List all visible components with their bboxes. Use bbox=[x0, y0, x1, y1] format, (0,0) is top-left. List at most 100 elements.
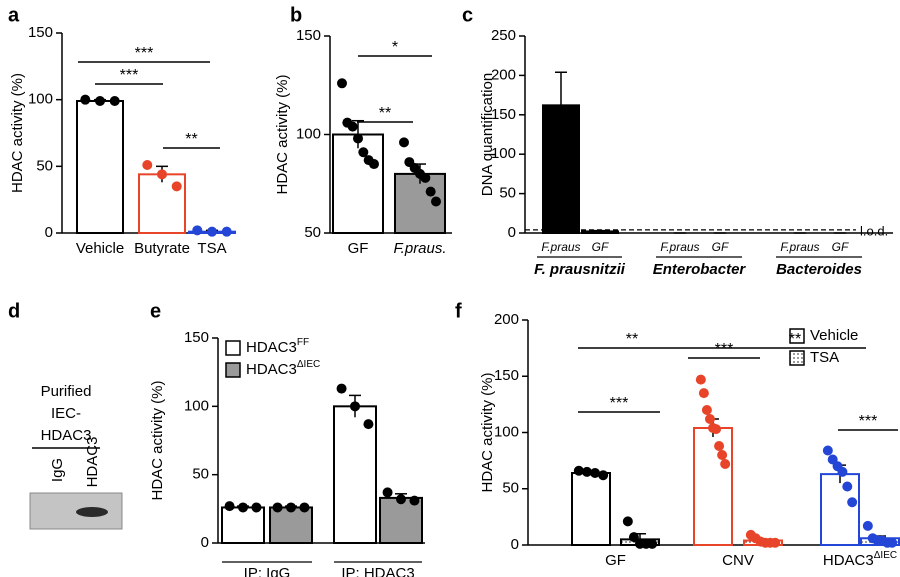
data-point bbox=[822, 445, 833, 456]
panel-letter: c bbox=[462, 4, 473, 26]
legend-swatch bbox=[789, 350, 805, 366]
data-point bbox=[238, 502, 248, 513]
panel-letter: d bbox=[8, 300, 20, 322]
legend-label: HDAC3FF bbox=[246, 337, 309, 356]
y-tick-label: 50 bbox=[499, 185, 516, 202]
x-tick-label: HDAC3ΔIEC bbox=[823, 550, 897, 569]
error-bar bbox=[594, 229, 606, 233]
bar bbox=[76, 100, 124, 234]
legend-swatch bbox=[225, 340, 241, 356]
panel: c DNA quantification 0 50 100 150 200 250 F.prau… bbox=[462, 4, 893, 278]
y-axis-title: HDAC activity (%) bbox=[479, 372, 496, 492]
limit-label: l.o.d. bbox=[860, 223, 888, 238]
y-axis-title: HDAC activity (%) bbox=[149, 380, 166, 500]
x-tick-label: IP: HDAC3 bbox=[341, 565, 414, 577]
y-tick-label: 0 bbox=[45, 224, 53, 241]
legend-name: Vehicle bbox=[810, 327, 858, 344]
bar bbox=[820, 473, 860, 546]
bar bbox=[693, 427, 733, 546]
y-tick-label: 200 bbox=[491, 66, 516, 83]
blot-title: IEC- bbox=[51, 405, 81, 422]
significance-label: ** bbox=[185, 131, 197, 148]
bar bbox=[333, 405, 377, 545]
y-tick-label: 0 bbox=[201, 534, 209, 551]
y-tick-label: 250 bbox=[491, 27, 516, 44]
lane-label: HDAC3 bbox=[84, 437, 101, 488]
panel-letter: b bbox=[290, 4, 302, 26]
legend-sup: ΔIEC bbox=[297, 359, 320, 370]
data-point bbox=[251, 502, 262, 513]
legend-label: Vehicle bbox=[810, 327, 858, 344]
x-tick-label: F.praus bbox=[660, 240, 699, 254]
data-point bbox=[224, 501, 235, 512]
group-label: Enterobacter bbox=[653, 261, 747, 278]
data-point bbox=[420, 172, 431, 183]
legend-swatch bbox=[225, 362, 241, 378]
data-point bbox=[704, 414, 715, 424]
data-point bbox=[369, 159, 379, 170]
category-name: HDAC3 bbox=[823, 552, 874, 569]
significance-label: *** bbox=[135, 45, 154, 62]
data-point bbox=[192, 225, 203, 236]
data-point bbox=[399, 137, 409, 148]
legend-swatch bbox=[789, 328, 805, 344]
data-point bbox=[396, 494, 406, 505]
x-tick-label: F.praus bbox=[541, 240, 580, 254]
significance-label: *** bbox=[859, 413, 878, 430]
data-point bbox=[847, 497, 858, 508]
data-point bbox=[695, 374, 706, 385]
category-name: CNV bbox=[722, 552, 754, 569]
panel-letter: a bbox=[8, 4, 20, 26]
data-point bbox=[714, 441, 725, 451]
blot-panel: d Purified IEC- HDAC3 IgG HDAC3 bbox=[8, 300, 123, 530]
panel-letter: f bbox=[455, 300, 462, 322]
data-point bbox=[157, 169, 167, 180]
y-axis-title: DNA quantification bbox=[479, 73, 496, 196]
panel: e HDAC activity (%) 0 50 100 150 IP: IgG IP: HD… bbox=[149, 105, 425, 577]
significance-label: ** bbox=[379, 105, 391, 122]
data-point bbox=[431, 196, 441, 207]
y-axis-title: HDAC activity (%) bbox=[9, 73, 26, 193]
data-point bbox=[171, 181, 182, 192]
y-tick-label: 0 bbox=[511, 536, 519, 553]
x-tick-label: IP: IgG bbox=[244, 565, 291, 577]
panel: b HDAC activity (%) 50 100 150 GF F.praus. * bbox=[274, 4, 452, 257]
category-sup: ΔIEC bbox=[874, 550, 897, 561]
data-point bbox=[382, 487, 393, 498]
data-point bbox=[647, 538, 658, 549]
data-point bbox=[409, 495, 420, 506]
data-point bbox=[590, 468, 601, 478]
category-name: GF bbox=[605, 552, 626, 569]
data-point bbox=[109, 96, 120, 106]
blot-band bbox=[76, 507, 108, 517]
panel-letter: e bbox=[150, 300, 161, 322]
data-point bbox=[286, 502, 296, 513]
data-point bbox=[336, 383, 347, 394]
x-tick-label: TSA bbox=[197, 240, 226, 257]
y-tick-label: 150 bbox=[494, 367, 519, 384]
data-point bbox=[720, 459, 731, 469]
x-tick-label: Butyrate bbox=[134, 240, 190, 257]
panel: a HDAC activity (%) 0 50 100 150 Vehicle Butyra… bbox=[8, 4, 236, 257]
y-tick-label: 50 bbox=[304, 224, 321, 241]
y-tick-label: 50 bbox=[192, 466, 209, 483]
y-tick-label: 50 bbox=[502, 480, 519, 497]
data-point bbox=[142, 160, 153, 170]
bar bbox=[221, 506, 265, 545]
data-point bbox=[207, 226, 217, 237]
x-tick-label: GF bbox=[712, 240, 729, 254]
x-tick-label: GF bbox=[592, 240, 609, 254]
data-point bbox=[425, 186, 436, 197]
data-point bbox=[80, 94, 91, 105]
panel: f HDAC activity (%) 0 50 100 150 200 GF CNV HDAC3… bbox=[455, 300, 900, 569]
data-point bbox=[358, 147, 369, 158]
data-point bbox=[717, 450, 728, 460]
significance-label: ** bbox=[789, 331, 801, 348]
x-tick-label: GF bbox=[605, 552, 626, 569]
y-axis-title: HDAC activity (%) bbox=[274, 74, 291, 194]
y-tick-label: 100 bbox=[184, 397, 209, 414]
data-point bbox=[598, 470, 609, 481]
x-tick-label: GF bbox=[832, 240, 849, 254]
data-point bbox=[862, 520, 873, 531]
